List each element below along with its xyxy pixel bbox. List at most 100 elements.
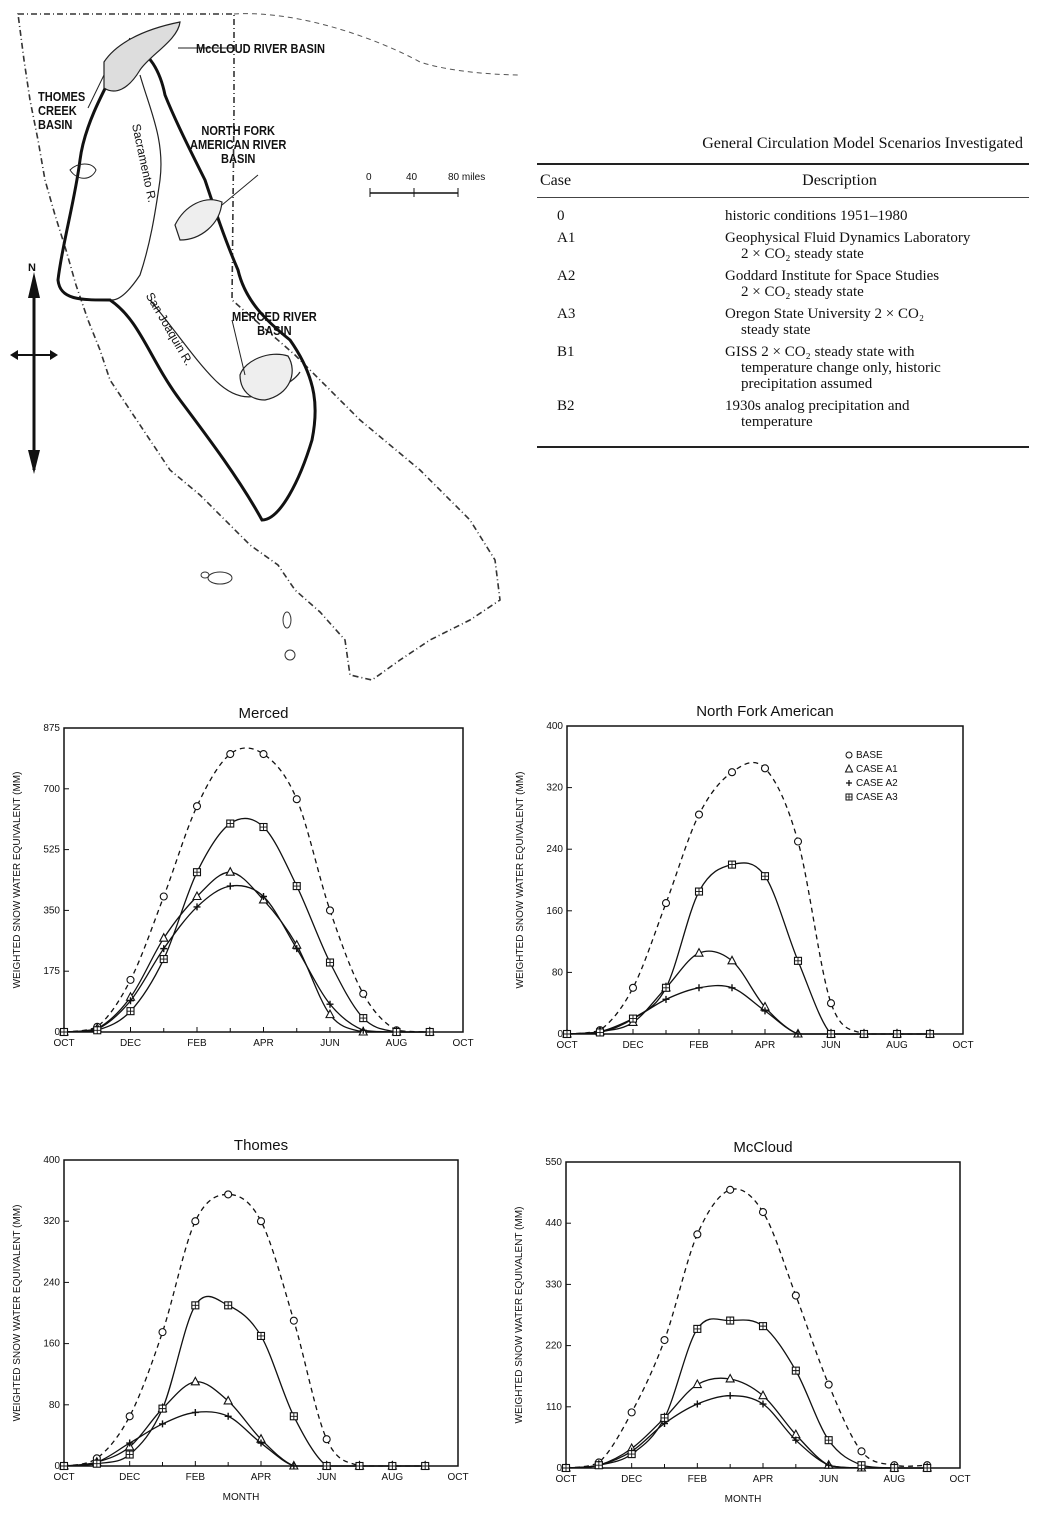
- data-point-case-a2: [126, 1439, 134, 1447]
- table-row: A2 Goddard Institute for Space Studies 2 …: [537, 268, 1029, 300]
- series-line-case-a3: [565, 1318, 928, 1469]
- legend-label: BASE: [856, 750, 883, 761]
- data-point-case-a2: [421, 1462, 429, 1470]
- y-tick-label: 700: [43, 784, 60, 795]
- central-valley-outline: [56, 37, 317, 522]
- data-point-case-a3: [793, 956, 803, 965]
- north-fork-basin-label: NORTH FORK AMERICAN RIVER BASIN: [190, 123, 287, 166]
- data-point-base: [191, 1217, 200, 1226]
- x-tick-label: APR: [755, 1040, 776, 1051]
- data-point-base: [59, 1027, 69, 1037]
- data-point-case-a3-cross: [794, 957, 802, 965]
- data-point-case-a3-cross: [926, 1030, 934, 1038]
- data-point-case-a2: [728, 984, 736, 992]
- data-point-base: [758, 1208, 768, 1217]
- data-point-case-a2: [326, 1000, 334, 1008]
- data-point-case-a3: [59, 1461, 69, 1471]
- description-line: historic conditions 1951–1980: [725, 208, 908, 224]
- data-point-case-a2: [926, 1030, 934, 1038]
- data-point-base: [859, 1029, 869, 1039]
- data-point-case-a3-cross: [421, 1462, 429, 1470]
- data-point-base: [628, 983, 638, 992]
- data-point-case-a1: [420, 1460, 431, 1470]
- data-point-base: [388, 1461, 397, 1471]
- data-point-case-a1: [190, 1376, 201, 1386]
- data-point-base: [421, 1461, 430, 1471]
- data-point-case-a3-cross: [860, 1030, 868, 1038]
- merced-basin-label: MERCED RIVER BASIN: [232, 309, 317, 338]
- data-point-case-a3: [693, 1324, 702, 1333]
- data-point-case-a3: [594, 1461, 603, 1470]
- data-point-case-a3-cross: [290, 1412, 298, 1420]
- data-point-case-a1: [288, 1460, 299, 1470]
- data-point-case-a2: [60, 1028, 68, 1036]
- data-point-base: [392, 1026, 401, 1035]
- data-point-base: [824, 1380, 833, 1389]
- data-point-case-a3-cross: [388, 1462, 396, 1470]
- data-point-base: [159, 892, 168, 901]
- series-line-case-a2: [565, 1395, 928, 1469]
- chart-title: Merced: [238, 705, 288, 722]
- series-line-base: [566, 761, 930, 1035]
- data-point-case-a3-cross: [60, 1028, 68, 1036]
- table-row: A3 Oregon State University 2 × CO₂ steady…: [537, 306, 1029, 338]
- y-tick-label: 160: [546, 906, 563, 917]
- data-point-case-a2: [761, 1007, 769, 1015]
- data-point-case-a2: [629, 1015, 637, 1023]
- data-point-base: [224, 1190, 233, 1199]
- legend-label: CASE A2: [856, 778, 898, 789]
- x-tick-label: OCT: [556, 1040, 577, 1051]
- data-point-case-a1: [922, 1462, 933, 1472]
- data-point-case-a1: [192, 890, 202, 901]
- island: [282, 611, 292, 629]
- data-point-case-a1: [826, 1028, 836, 1038]
- series-line-case-a1: [63, 871, 430, 1033]
- description-line: steady state: [741, 322, 811, 338]
- data-point-case-a1: [387, 1460, 398, 1470]
- case-cell: B2: [557, 398, 575, 414]
- data-point-case-a3-cross: [127, 1007, 134, 1015]
- scale-bar: [369, 188, 459, 197]
- x-tick-label: APR: [753, 1474, 774, 1485]
- legend-marker-case-a3: [845, 793, 853, 801]
- data-point-case-a3: [628, 1014, 638, 1023]
- data-point-case-a3: [727, 860, 737, 869]
- series-line-case-a3: [63, 817, 430, 1033]
- y-tick-label: 240: [43, 1277, 60, 1288]
- data-point-case-a2: [260, 893, 267, 901]
- data-point-case-a3: [421, 1461, 430, 1471]
- data-point-case-a1: [223, 1395, 234, 1405]
- data-point-base: [661, 899, 671, 908]
- case-cell: A2: [557, 268, 576, 284]
- data-point-case-a2: [726, 1392, 734, 1400]
- x-tick-label: OCT: [555, 1474, 576, 1485]
- data-point-case-a3-cross: [628, 1450, 636, 1458]
- data-point-case-a2: [893, 1030, 901, 1038]
- data-point-case-a3: [660, 1413, 669, 1422]
- y-axis-label: WEIGHTED SNOW WATER EQUIVALENT (MM): [514, 1207, 525, 1424]
- data-point-case-a3: [595, 1028, 605, 1037]
- table-row: 0 historic conditions 1951–1980: [537, 208, 1029, 224]
- data-point-base: [693, 1230, 702, 1239]
- x-tick-label: FEB: [186, 1472, 206, 1483]
- data-point-base: [226, 750, 235, 759]
- x-tick-label: JUN: [821, 1040, 840, 1051]
- series-line-base: [63, 747, 430, 1033]
- data-point-case-a2: [426, 1028, 434, 1036]
- data-point-case-a3: [93, 1026, 102, 1035]
- data-point-case-a3: [925, 1029, 935, 1039]
- data-point-base: [322, 1435, 331, 1444]
- data-point-case-a3-cross: [356, 1462, 363, 1470]
- description-cell: Goddard Institute for Space Studies 2 × C…: [725, 268, 1029, 300]
- chart-title: North Fork American: [696, 703, 834, 720]
- data-point-case-a2: [226, 882, 234, 890]
- data-point-case-a1: [325, 1008, 335, 1019]
- description-line: 2 × CO₂ steady state: [741, 284, 864, 300]
- data-point-case-a3: [256, 1331, 266, 1340]
- description-line: 1930s analog precipitation and: [725, 398, 910, 414]
- description-cell: Oregon State University 2 × CO₂ steady st…: [725, 306, 1029, 338]
- data-point-base: [892, 1029, 902, 1039]
- data-point-case-a1: [291, 939, 302, 949]
- description-line: Goddard Institute for Space Studies: [725, 268, 940, 284]
- data-point-base: [425, 1027, 434, 1037]
